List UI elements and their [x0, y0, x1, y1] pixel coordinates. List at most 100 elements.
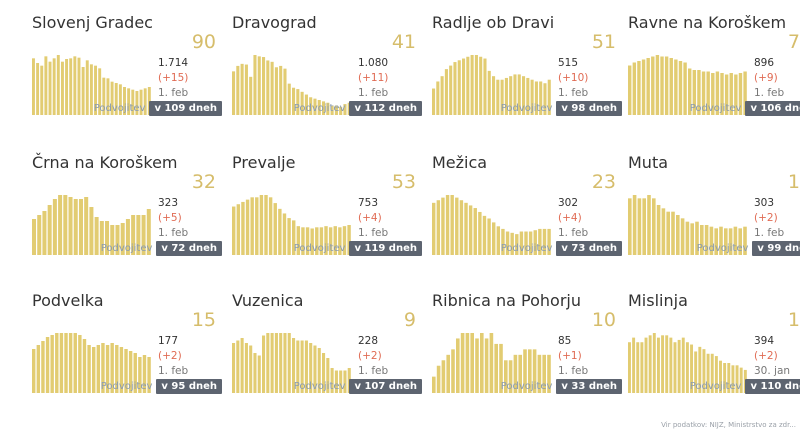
bar [274, 333, 278, 393]
bar [515, 234, 519, 255]
bar [48, 61, 52, 115]
bar [253, 55, 257, 115]
municipality-name: Črna na Koroškem [32, 153, 178, 172]
bar [266, 333, 270, 393]
bar [651, 56, 655, 115]
bar [479, 56, 483, 115]
bar [78, 335, 82, 393]
bar [729, 73, 733, 115]
municipality-name: Mežica [432, 153, 488, 172]
bar [539, 81, 543, 115]
bar [313, 345, 317, 393]
bar [702, 349, 706, 393]
bar [262, 57, 266, 115]
bar [533, 230, 537, 255]
bar [655, 55, 660, 115]
bar [457, 60, 461, 115]
bar [118, 84, 122, 115]
total-cases: 177 [158, 335, 179, 347]
bar [710, 353, 714, 393]
bar [743, 369, 747, 393]
bar [296, 89, 300, 115]
bar [262, 335, 266, 393]
bar [300, 340, 304, 393]
bar [704, 225, 709, 255]
bar [528, 231, 533, 255]
bar [451, 349, 455, 393]
bar [249, 76, 253, 115]
bar [688, 68, 692, 115]
bar [542, 228, 547, 255]
municipality-name: Muta [628, 153, 669, 172]
bar [310, 228, 314, 255]
bar [641, 59, 646, 115]
bar [652, 198, 656, 255]
sparkline-chart [628, 195, 747, 255]
daily-change: (+9) [754, 72, 778, 84]
bar [32, 349, 36, 393]
bar [326, 102, 330, 115]
bar [513, 354, 518, 393]
bar [470, 55, 474, 115]
bar [136, 215, 141, 255]
active-cases-number: 9 [403, 309, 416, 331]
sparkline-chart [32, 55, 151, 115]
bar [292, 87, 296, 115]
bar [701, 71, 706, 115]
bar [446, 354, 450, 393]
doubling-badge: v 95 dneh [156, 379, 222, 394]
bar [728, 228, 733, 255]
bar [105, 345, 110, 393]
bar [480, 333, 484, 393]
bar [698, 346, 702, 393]
bar [681, 337, 685, 393]
bar [669, 58, 673, 115]
bar [135, 91, 139, 115]
bar [656, 337, 660, 393]
bar [232, 71, 236, 115]
bar [432, 202, 436, 255]
bar [92, 347, 96, 393]
bar [647, 195, 651, 255]
bar [326, 358, 330, 393]
bar [700, 225, 704, 255]
bar [339, 370, 343, 393]
bar [455, 197, 459, 255]
bar [632, 62, 637, 115]
bar [315, 227, 319, 255]
bar [257, 56, 261, 115]
bar [287, 83, 291, 115]
doubling-label: Podvojitev [293, 103, 346, 114]
bar [528, 349, 532, 393]
bar [739, 367, 743, 393]
bar [278, 208, 282, 255]
bar [301, 227, 305, 255]
bar [534, 81, 538, 115]
bar [287, 218, 291, 255]
date-label: 1. feb [358, 365, 389, 377]
bar [105, 221, 110, 255]
bar [470, 333, 474, 393]
bar [236, 340, 240, 393]
bar [460, 333, 465, 393]
doubling-badge: v 106 dneh [745, 101, 800, 116]
bar [661, 208, 666, 255]
date-label: 1. feb [754, 87, 785, 99]
bar [669, 337, 673, 393]
active-cases-number: 10 [591, 309, 616, 331]
bar [127, 88, 131, 115]
doubling-row: Podvojitev v 33 dneh [501, 379, 622, 394]
daily-change: (+4) [358, 212, 382, 224]
bar [68, 333, 73, 393]
bar [508, 360, 513, 393]
bar [115, 225, 120, 255]
bar [98, 68, 102, 115]
doubling-label: Podvojitev [293, 381, 346, 392]
bar [731, 365, 735, 393]
bar [743, 226, 747, 255]
bar [84, 197, 89, 255]
bar [317, 348, 321, 393]
